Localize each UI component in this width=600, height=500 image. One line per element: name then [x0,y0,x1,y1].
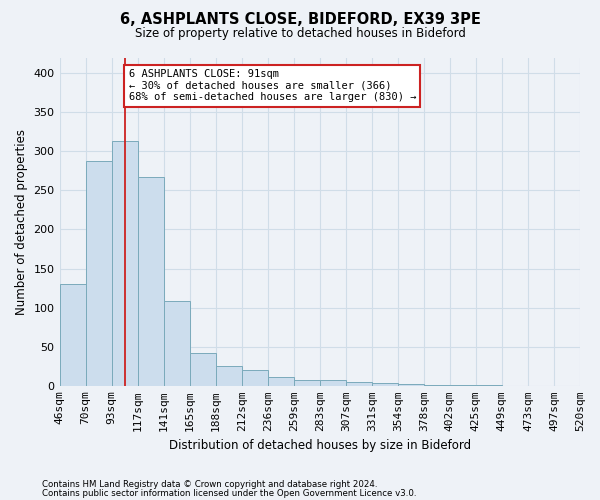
Bar [450,385,476,386]
Text: Contains HM Land Registry data © Crown copyright and database right 2024.: Contains HM Land Registry data © Crown c… [42,480,377,489]
X-axis label: Distribution of detached houses by size in Bideford: Distribution of detached houses by size … [169,440,471,452]
Text: 6, ASHPLANTS CLOSE, BIDEFORD, EX39 3PE: 6, ASHPLANTS CLOSE, BIDEFORD, EX39 3PE [119,12,481,28]
Bar [372,384,398,386]
Bar [242,370,268,386]
Bar [320,380,346,386]
Bar [164,302,190,386]
Bar [294,380,320,386]
Bar [424,385,450,386]
Text: Contains public sector information licensed under the Open Government Licence v3: Contains public sector information licen… [42,489,416,498]
Text: Size of property relative to detached houses in Bideford: Size of property relative to detached ho… [134,28,466,40]
Bar [59,284,86,386]
Bar [398,384,424,386]
Bar [137,177,164,386]
Bar [268,377,294,386]
Bar [346,382,372,386]
Bar [476,385,502,386]
Bar [190,353,215,386]
Bar [86,160,112,386]
Bar [112,141,137,386]
Text: 6 ASHPLANTS CLOSE: 91sqm
← 30% of detached houses are smaller (366)
68% of semi-: 6 ASHPLANTS CLOSE: 91sqm ← 30% of detach… [128,69,416,102]
Bar [215,366,242,386]
Y-axis label: Number of detached properties: Number of detached properties [15,128,28,314]
